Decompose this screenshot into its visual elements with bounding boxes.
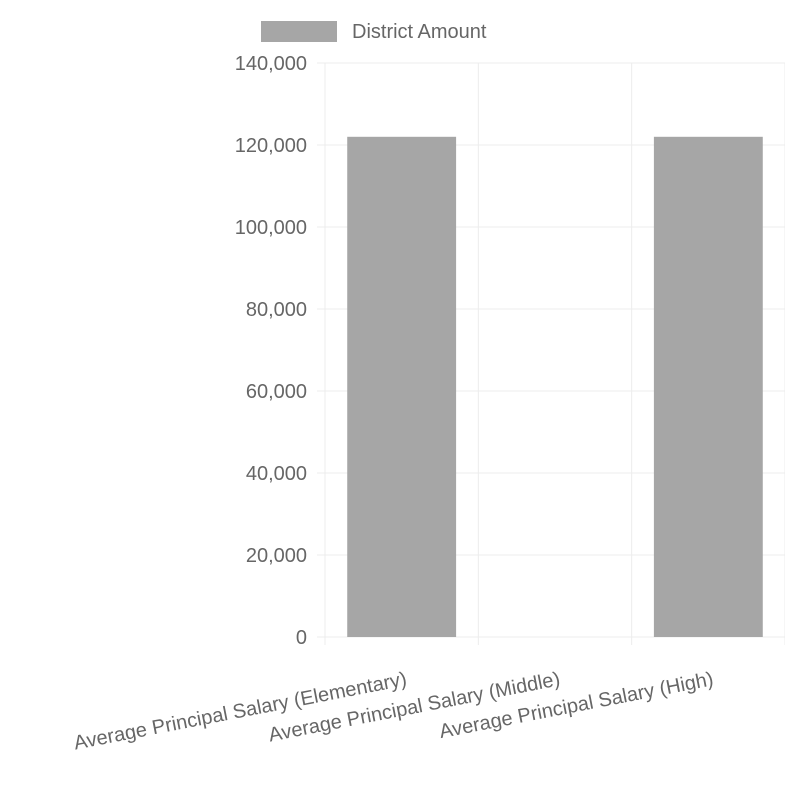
y-tick-label: 80,000 [246,299,307,321]
y-tick-label: 140,000 [235,53,307,75]
bars [347,136,763,638]
y-tick-label: 0 [296,627,307,649]
y-tick-label: 40,000 [246,463,307,485]
legend-label-district-amount[interactable]: District Amount [352,21,487,43]
bar[interactable] [653,136,763,638]
x-axis-ticks: Average Principal Salary (Elementary)Ave… [72,668,715,754]
legend-swatch[interactable] [261,21,337,42]
y-tick-label: 60,000 [246,381,307,403]
y-tick-label: 20,000 [246,545,307,567]
legend[interactable]: District Amount [261,21,487,43]
y-axis-ticks: 0 20,000 40,000 60,000 80,000 100,000 120,000 1… [235,53,307,649]
bar[interactable] [347,136,457,638]
y-tick-label: 120,000 [235,135,307,157]
y-tick-label: 100,000 [235,217,307,239]
